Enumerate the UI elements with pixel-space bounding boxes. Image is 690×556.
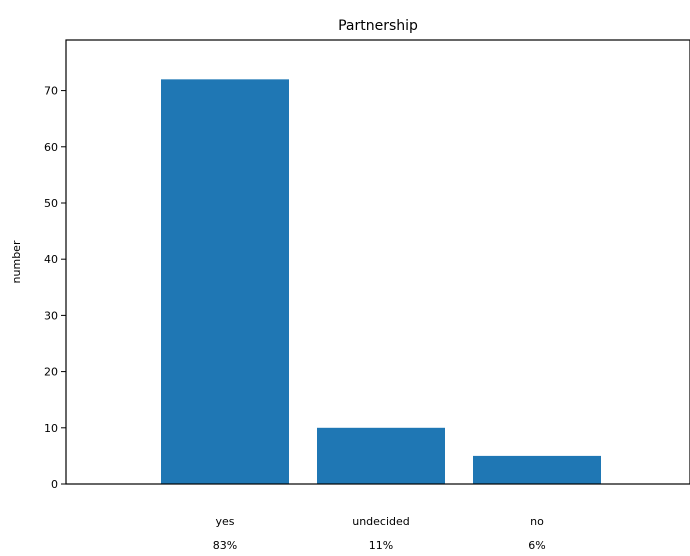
chart-title: Partnership: [338, 18, 418, 34]
y-tick-label: 70: [44, 85, 58, 98]
y-tick-label: 0: [51, 478, 58, 491]
x-tick-label: yes: [215, 515, 234, 528]
bars-group: [161, 79, 601, 485]
x-axis-labels: yes 83% undecided 11% no 6%: [213, 515, 546, 552]
x-tick-label: no: [530, 515, 544, 528]
x-percent-label: 6%: [528, 539, 545, 552]
y-axis-label: number: [10, 240, 23, 283]
x-percent-label: 11%: [369, 539, 393, 552]
y-tick-label: 30: [44, 309, 58, 322]
bar-undecided: [317, 427, 445, 484]
bar-yes: [161, 79, 289, 485]
y-tick-label: 40: [44, 253, 58, 266]
y-tick-label: 20: [44, 366, 58, 379]
bar-no: [473, 455, 601, 484]
plot-frame: [65, 39, 690, 485]
y-tick-label: 50: [44, 197, 58, 210]
x-tick-label: undecided: [352, 515, 410, 528]
y-tick-label: 10: [44, 422, 58, 435]
y-axis-ticks: 0 10 20 30 40 50 60 70: [44, 85, 66, 491]
x-percent-label: 83%: [213, 539, 237, 552]
y-tick-label: 60: [44, 141, 58, 154]
